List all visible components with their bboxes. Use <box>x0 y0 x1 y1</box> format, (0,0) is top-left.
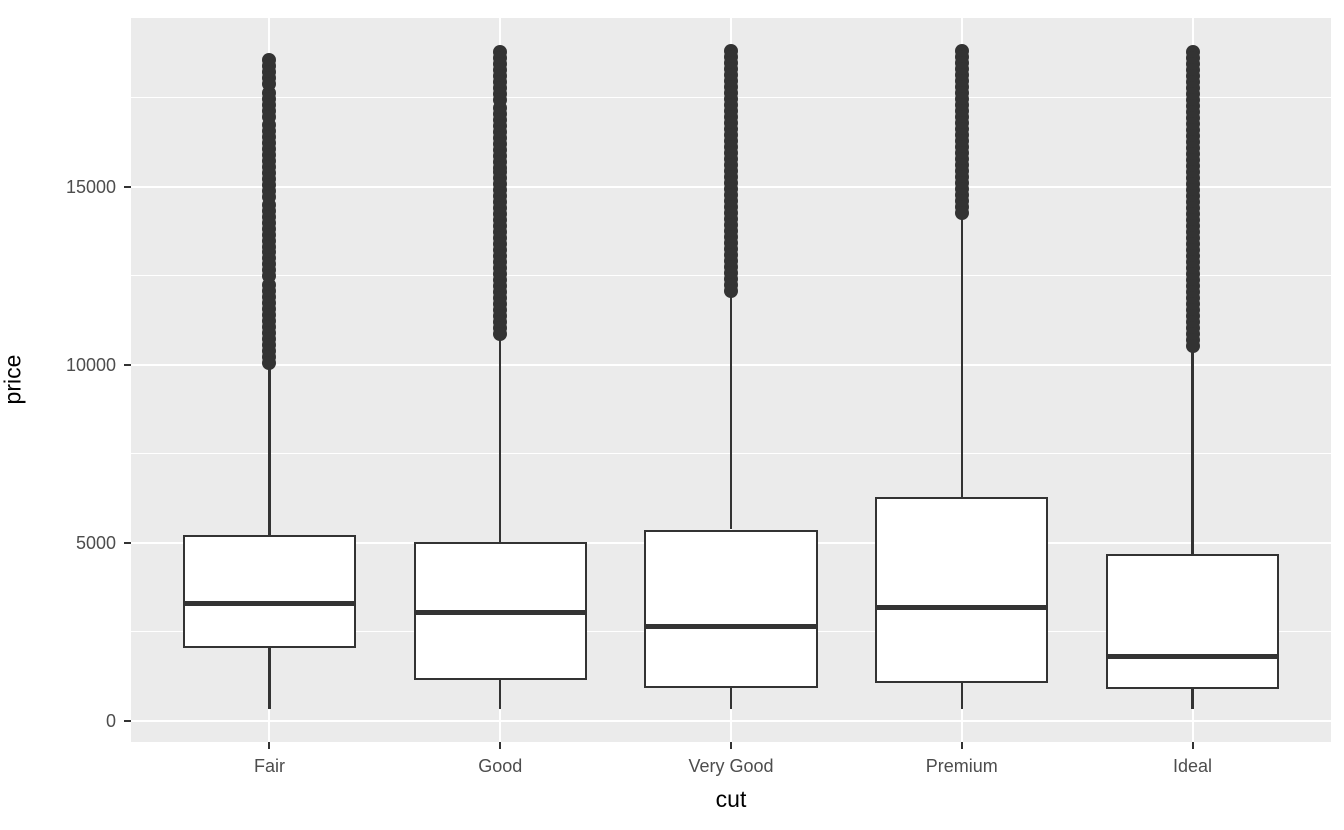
x-axis-title: cut <box>715 786 747 812</box>
iqr-box <box>1106 554 1280 690</box>
lower-whisker <box>1191 689 1194 710</box>
median-line <box>1106 653 1280 659</box>
outlier-dot <box>493 93 508 108</box>
iqr-box <box>875 496 1049 684</box>
y-axis-tick <box>124 185 131 188</box>
outlier-dot <box>1185 338 1200 353</box>
outlier-dot <box>493 160 508 175</box>
upper-whisker <box>498 334 502 542</box>
median-line <box>182 601 356 607</box>
x-tick-label: Ideal <box>1173 756 1213 776</box>
outlier-dot <box>262 240 277 255</box>
x-tick-label: Fair <box>253 756 285 776</box>
y-tick-label: 0 <box>105 710 116 731</box>
x-axis-tick <box>1191 742 1194 749</box>
lower-whisker <box>498 679 502 710</box>
y-axis-tick <box>124 363 131 366</box>
lower-whisker <box>960 683 964 710</box>
y-axis-tick <box>124 541 131 544</box>
iqr-box <box>182 535 356 648</box>
upper-whisker <box>1191 351 1194 555</box>
y-axis-tick <box>124 719 131 722</box>
y-tick-label: 10000 <box>65 354 116 375</box>
iqr-box <box>644 529 818 689</box>
y-tick-label: 5000 <box>75 532 116 553</box>
x-axis-tick <box>499 742 502 749</box>
x-tick-label: Premium <box>925 756 998 776</box>
outlier-dot <box>262 190 277 205</box>
x-axis-tick <box>730 742 732 749</box>
upper-whisker <box>960 216 964 497</box>
median-line <box>413 609 587 615</box>
y-axis-title: price <box>0 354 26 405</box>
x-axis-tick <box>268 742 271 749</box>
upper-whisker <box>268 367 271 536</box>
lower-whisker <box>268 647 271 709</box>
outlier-dot <box>954 205 969 220</box>
x-tick-label: Very Good <box>688 756 774 776</box>
median-line <box>875 604 1049 610</box>
lower-whisker <box>729 688 733 709</box>
upper-whisker <box>729 291 733 530</box>
outlier-dot <box>262 356 277 371</box>
outlier-dot <box>724 284 738 299</box>
outlier-dot <box>262 269 277 284</box>
x-axis-tick <box>960 742 963 749</box>
median-line <box>644 623 818 629</box>
y-tick-label: 15000 <box>65 176 116 197</box>
outlier-dot <box>262 110 277 125</box>
plot-panel <box>131 18 1331 742</box>
x-tick-label: Good <box>478 756 523 776</box>
outlier-dot <box>262 76 277 91</box>
outlier-dot <box>493 326 508 341</box>
